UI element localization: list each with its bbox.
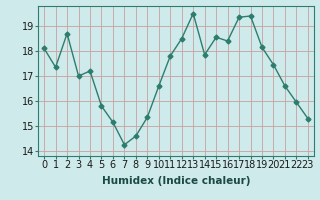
X-axis label: Humidex (Indice chaleur): Humidex (Indice chaleur) <box>102 176 250 186</box>
